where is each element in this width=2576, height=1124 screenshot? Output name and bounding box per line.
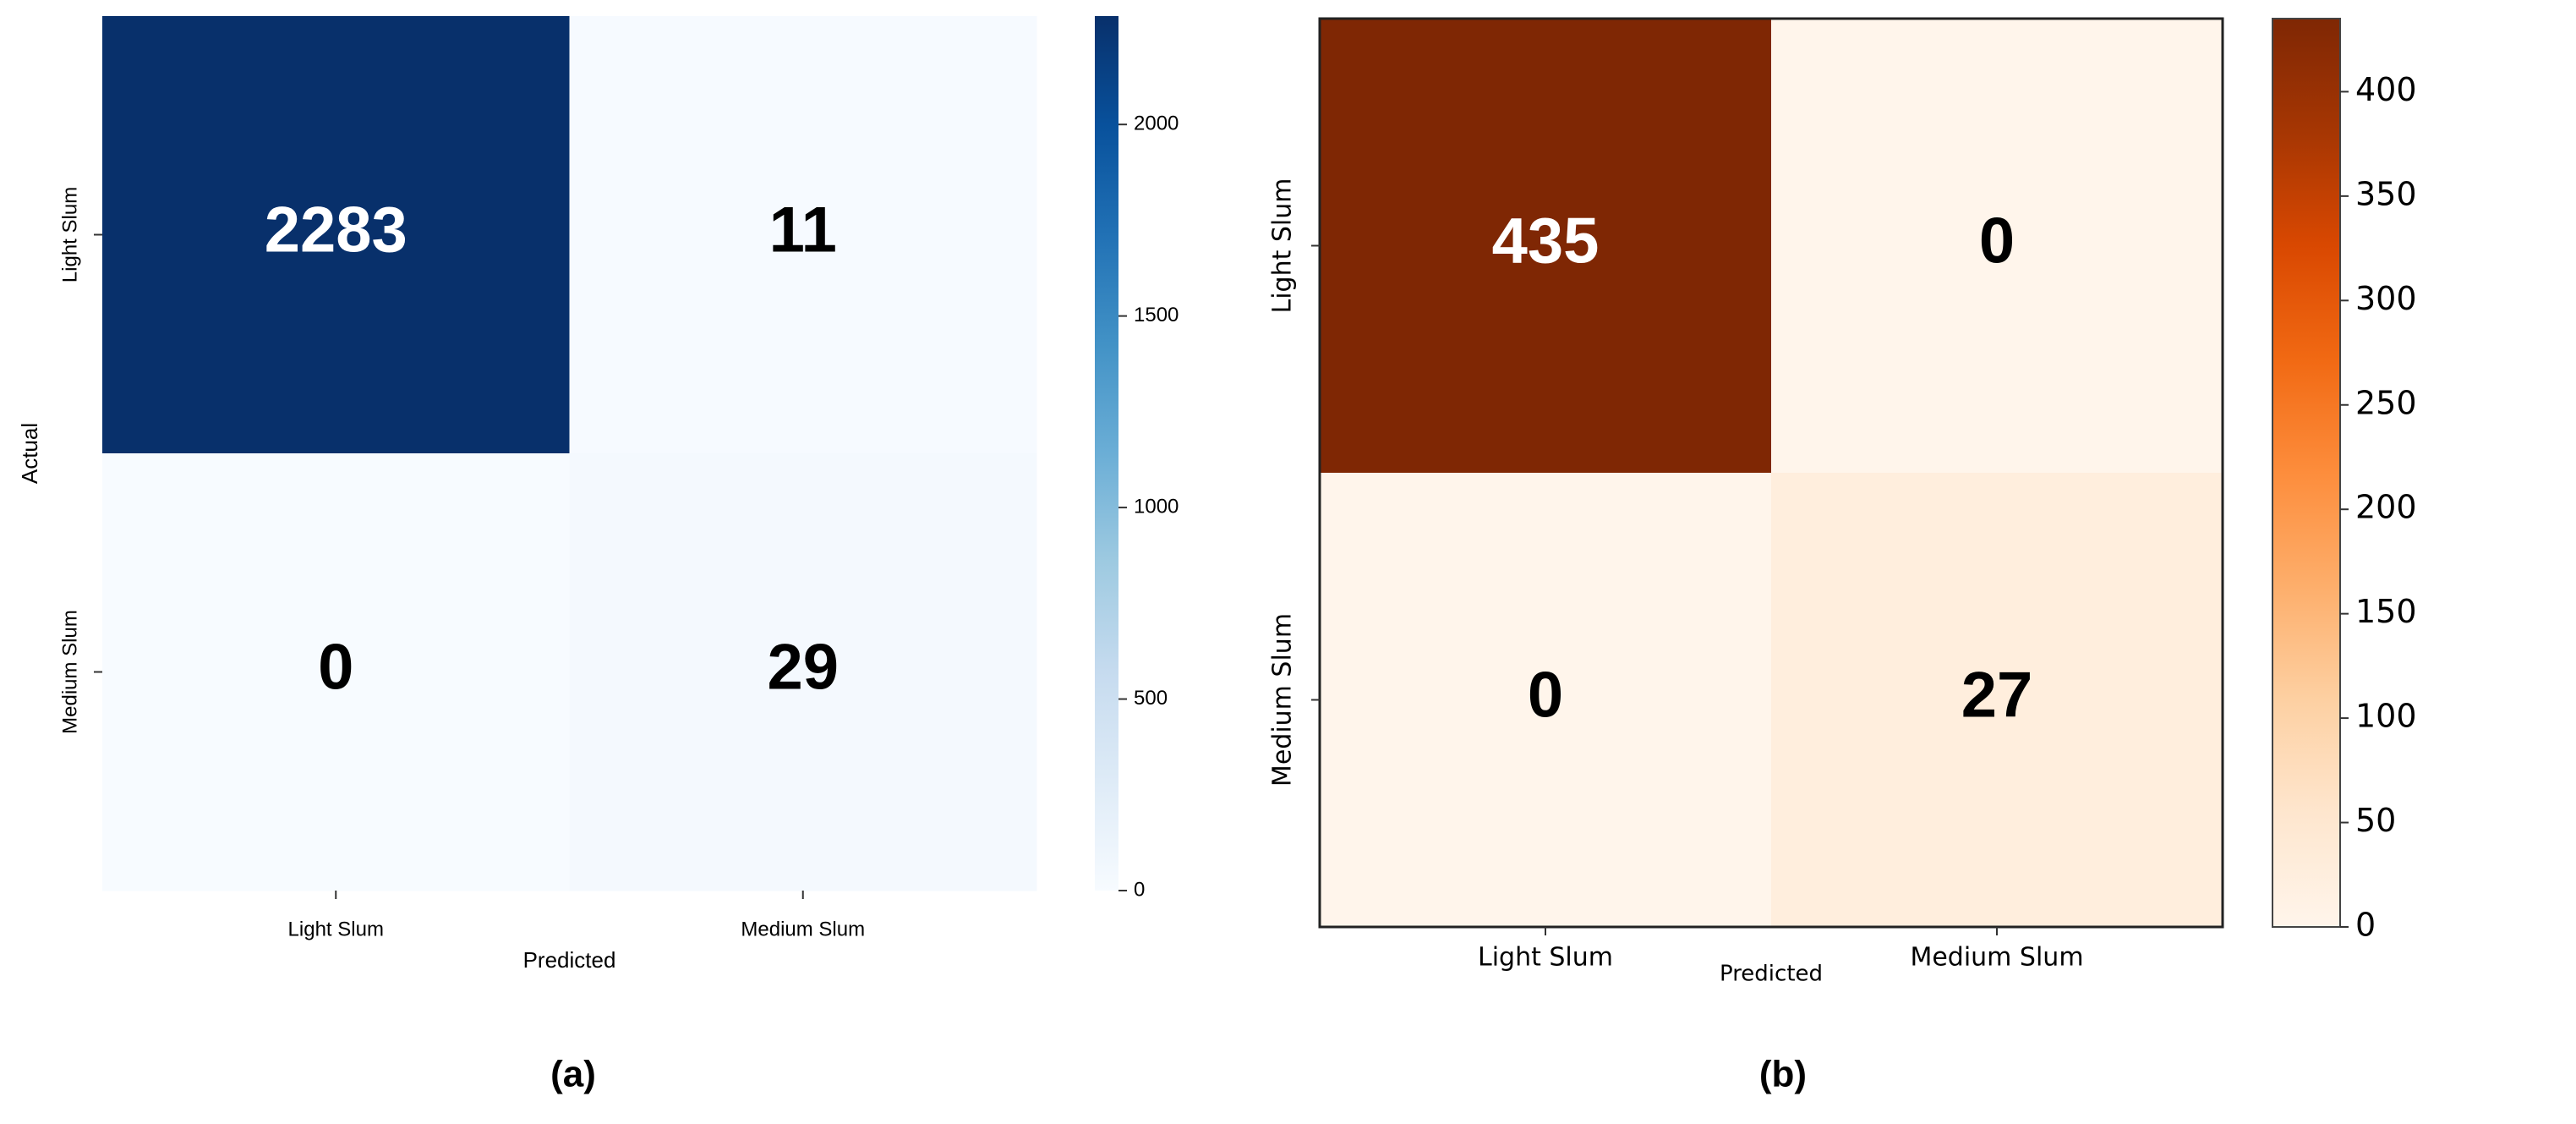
colorbar-tick-label: 0	[2355, 907, 2376, 944]
colorbar-tick-label: 1000	[1134, 495, 1179, 518]
colorbar-tick-label: 350	[2355, 175, 2417, 212]
x-tick-label: Medium Slum	[741, 918, 865, 940]
colorbar-tick-label: 2000	[1134, 112, 1179, 135]
plot-frame	[1318, 17, 2224, 929]
heatmap-cell	[569, 16, 1037, 454]
colorbar-tick-label: 300	[2355, 280, 2417, 317]
cell-annotation: 435	[1492, 206, 1600, 277]
cell-annotation: 0	[318, 632, 353, 704]
y-tick-label: Medium Slum	[58, 610, 81, 734]
x-axis-label: Predicted	[1720, 962, 1823, 987]
chart-panel: 2283 11 0 29 Light Slum Medium Slum Light Slum…	[17, 16, 1179, 1095]
cell-annotation: 11	[769, 195, 837, 266]
colorbar-tick-label: 500	[1134, 687, 1168, 710]
x-axis-label: Predicted	[523, 947, 616, 973]
heatmap-cell	[102, 453, 570, 891]
heatmap-cell	[569, 453, 1037, 891]
cell-annotation: 27	[1961, 660, 2033, 732]
x-tick-label: Light Slum	[288, 918, 384, 940]
colorbar-tick-label: 0	[1134, 878, 1145, 901]
y-tick-label: Light Slum	[1268, 178, 1298, 313]
colorbar	[2272, 18, 2341, 928]
panel-label: (b)	[1759, 1054, 1807, 1095]
colorbar-tick-label: 400	[2355, 71, 2417, 108]
panel-label: (a)	[550, 1054, 596, 1095]
heatmap-cell	[1771, 19, 2223, 474]
heatmap-cell	[1771, 473, 2223, 928]
y-tick-label: Light Slum	[58, 187, 81, 282]
heatmap-cell	[102, 16, 570, 454]
x-tick-label: Medium Slum	[1910, 943, 2083, 973]
heatmap-cell	[1320, 473, 1772, 928]
colorbar	[1095, 16, 1118, 891]
colorbar-tick-label: 150	[2355, 593, 2417, 630]
x-tick-label: Light Slum	[1478, 943, 1613, 973]
cell-annotation: 0	[1979, 206, 2015, 277]
cell-annotation: 0	[1528, 660, 1563, 732]
colorbar-tick-label: 50	[2355, 802, 2396, 839]
colorbar-tick-label: 1500	[1134, 304, 1179, 326]
colorbar-tick-label: 100	[2355, 698, 2417, 735]
colorbar-tick-label: 250	[2355, 384, 2417, 421]
cell-annotation: 29	[767, 632, 839, 704]
chart-panel: 435 0 0 27 Light Slum Medium Slum Light Slum Me…	[1268, 17, 2417, 1095]
y-axis-label: Actual	[17, 423, 42, 484]
cell-annotation: 2283	[265, 195, 407, 266]
y-tick-label: Medium Slum	[1268, 613, 1298, 787]
colorbar-tick-label: 200	[2355, 489, 2417, 526]
heatmap-cell	[1320, 19, 1772, 474]
